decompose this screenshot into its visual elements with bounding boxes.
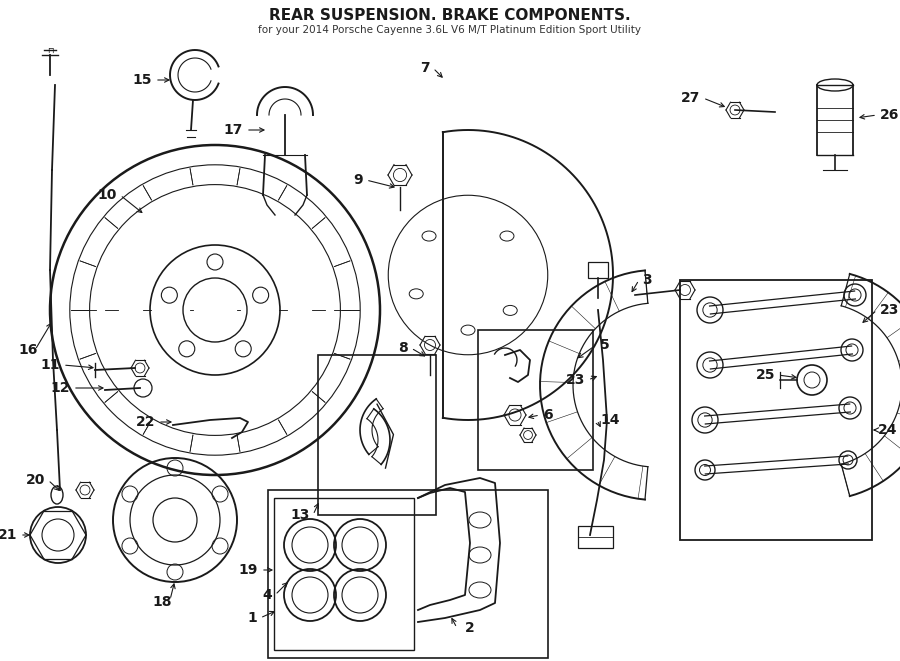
- Text: 19: 19: [238, 563, 258, 577]
- Text: 4: 4: [262, 588, 272, 602]
- Text: 3: 3: [642, 273, 652, 287]
- Bar: [268, 490, 548, 658]
- Text: 26: 26: [880, 108, 899, 122]
- Text: 23: 23: [880, 303, 899, 317]
- Text: 5: 5: [600, 338, 610, 352]
- Text: 22: 22: [136, 415, 155, 429]
- Text: 18: 18: [152, 595, 172, 609]
- Text: 12: 12: [50, 381, 70, 395]
- Text: 27: 27: [680, 91, 700, 105]
- Bar: [588, 262, 608, 278]
- Bar: [578, 526, 613, 548]
- Bar: [274, 498, 414, 650]
- Bar: [0, 0, 900, 30]
- Text: 1: 1: [248, 611, 257, 625]
- Text: 16: 16: [18, 343, 38, 357]
- Text: 8: 8: [398, 341, 408, 355]
- Text: REAR SUSPENSION. BRAKE COMPONENTS.: REAR SUSPENSION. BRAKE COMPONENTS.: [269, 7, 631, 22]
- Text: 20: 20: [25, 473, 45, 487]
- Text: 15: 15: [132, 73, 152, 87]
- Bar: [680, 280, 872, 540]
- Text: ⊓: ⊓: [47, 46, 53, 55]
- Text: for your 2014 Porsche Cayenne 3.6L V6 M/T Platinum Edition Sport Utility: for your 2014 Porsche Cayenne 3.6L V6 M/…: [258, 25, 642, 35]
- Bar: [318, 355, 436, 515]
- Text: 9: 9: [354, 173, 363, 187]
- Text: 24: 24: [878, 423, 897, 437]
- Text: 10: 10: [97, 188, 117, 202]
- Text: 14: 14: [600, 413, 619, 427]
- Text: 17: 17: [223, 123, 243, 137]
- Ellipse shape: [817, 79, 853, 91]
- Text: 6: 6: [543, 408, 553, 422]
- Text: 23: 23: [565, 373, 585, 387]
- Text: 7: 7: [420, 61, 430, 75]
- Text: 11: 11: [40, 358, 60, 372]
- Text: 2: 2: [465, 621, 475, 635]
- Text: 21: 21: [0, 528, 17, 542]
- Text: 13: 13: [291, 508, 310, 522]
- Text: 25: 25: [755, 368, 775, 382]
- Bar: [478, 330, 593, 470]
